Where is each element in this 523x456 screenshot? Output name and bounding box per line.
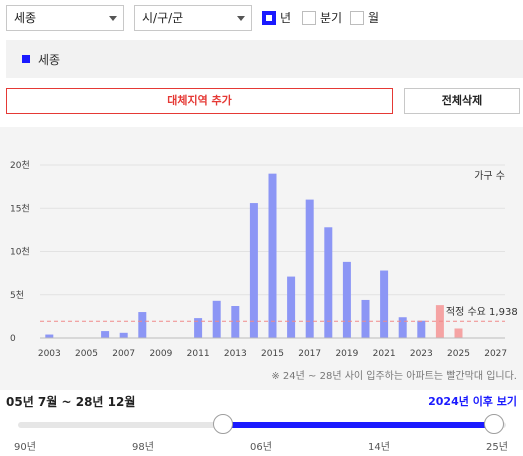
reference-line-label: 적정 수요 1,938 <box>446 306 518 318</box>
period-quarter-label: 분기 <box>320 11 343 25</box>
x-tick-label: 2013 <box>224 349 247 359</box>
bar <box>268 173 277 338</box>
period-month-checkbox[interactable]: 월 <box>350 9 379 26</box>
checkbox-unchecked-icon[interactable] <box>350 10 364 25</box>
period-year-label: 년 <box>280 11 292 25</box>
bar <box>324 227 333 338</box>
bar <box>212 300 221 338</box>
x-tick-label: 2023 <box>410 349 433 359</box>
bar <box>417 320 426 338</box>
bar <box>249 203 258 338</box>
x-tick-label: 2027 <box>484 349 507 359</box>
x-tick-label: 2011 <box>187 349 210 359</box>
view-after-2024-link[interactable]: 2024년 이후 보기 <box>428 395 517 408</box>
bar <box>194 318 203 338</box>
x-tick-label: 2015 <box>261 349 284 359</box>
x-tick-label: 2025 <box>447 349 470 359</box>
bar <box>398 317 407 338</box>
x-tick-label: 2003 <box>38 349 61 359</box>
y-tick-label: 0 <box>10 334 16 344</box>
x-tick-label: 2007 <box>112 349 135 359</box>
slider-selected-range <box>222 422 494 428</box>
region-select-value: 세종 <box>14 11 37 25</box>
slider-end-handle[interactable] <box>483 414 504 434</box>
clear-all-button[interactable]: 전체삭제 <box>404 88 520 114</box>
legend-label: 세종 <box>38 53 61 67</box>
bar <box>231 305 240 338</box>
bar <box>305 199 314 338</box>
bar <box>138 312 147 338</box>
bar <box>101 331 110 338</box>
checkbox-unchecked-icon[interactable] <box>302 10 316 25</box>
supply-chart-panel: 적정 수요 1,938 0 5천 10천 15천 20천 2003 2005 2007 2009… <box>0 127 523 390</box>
bar <box>119 332 128 338</box>
y-tick-label: 20천 <box>10 160 30 171</box>
period-month-label: 월 <box>368 11 380 25</box>
slider-tick-label: 90년 <box>14 442 36 453</box>
slider-tick-label: 14년 <box>368 442 390 453</box>
legend-color-swatch <box>22 55 30 63</box>
y-tick-label: 10천 <box>10 247 30 258</box>
chevron-down-icon <box>237 16 245 21</box>
x-tick-label: 2021 <box>373 349 396 359</box>
bar <box>45 334 54 338</box>
slider-start-handle[interactable] <box>212 414 233 434</box>
bar <box>380 270 389 338</box>
x-tick-label: 2019 <box>335 349 358 359</box>
region-select[interactable]: 세종 <box>6 5 124 31</box>
slider-tick-label: 06년 <box>250 442 272 453</box>
y-tick-label: 5천 <box>10 290 24 301</box>
chart-note: ※ 24년 ~ 28년 사이 입주하는 아파트는 빨간막대 입니다. <box>271 369 517 382</box>
slider-tick-label: 25년 <box>486 442 508 453</box>
period-quarter-checkbox[interactable]: 분기 <box>302 9 342 26</box>
period-year-checkbox[interactable]: 년 <box>262 9 291 26</box>
checkbox-checked-icon[interactable] <box>262 10 276 25</box>
y-unit-label: 가구 수 <box>474 170 505 182</box>
bar <box>361 299 370 338</box>
sigungu-select[interactable]: 시/구/군 <box>134 5 252 31</box>
bar <box>287 276 296 338</box>
region-legend: 세종 <box>6 40 523 78</box>
selected-period-label: 05년 7월 ~ 28년 12월 <box>6 395 136 409</box>
x-tick-label: 2005 <box>75 349 98 359</box>
chevron-down-icon <box>109 16 117 21</box>
add-alternative-region-button[interactable]: 대체지역 추가 <box>6 88 393 114</box>
x-tick-label: 2017 <box>298 349 321 359</box>
y-tick-label: 15천 <box>10 203 30 214</box>
period-range-slider[interactable] <box>18 414 506 434</box>
slider-tick-label: 98년 <box>132 442 154 453</box>
supply-bar-chart: 적정 수요 1,938 0 5천 10천 15천 20천 2003 2005 2007 2009… <box>10 160 518 382</box>
bar <box>342 261 351 338</box>
sigungu-select-value: 시/구/군 <box>142 11 184 25</box>
x-tick-label: 2009 <box>149 349 172 359</box>
future-bar <box>454 328 463 338</box>
